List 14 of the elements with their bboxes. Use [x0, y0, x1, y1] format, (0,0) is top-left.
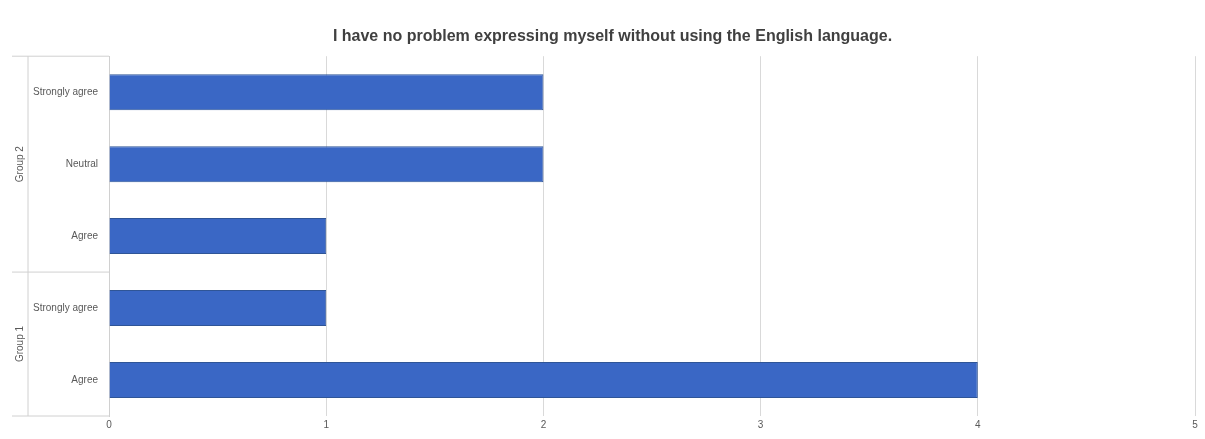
x-tick-label: 0: [106, 418, 113, 430]
y-tick-label: Strongly agree: [32, 85, 99, 97]
x-tick-label: 2: [540, 418, 547, 430]
x-tick-label: 5: [1192, 418, 1199, 430]
y-tick-label: Strongly agree: [32, 301, 99, 313]
y-tick-label: Neutral: [65, 157, 99, 169]
x-tick-label: 1: [323, 418, 330, 430]
chart-title: I have no problem expressing myself without using the English language.: [332, 27, 893, 45]
y-tick-label: Agree: [71, 229, 99, 241]
text: Group 1: [13, 325, 25, 363]
x-tick-label: 4: [975, 418, 982, 430]
y-tick-label: Agree: [71, 373, 99, 385]
x-tick-label: 3: [757, 418, 764, 430]
text: Group 2: [13, 145, 25, 183]
